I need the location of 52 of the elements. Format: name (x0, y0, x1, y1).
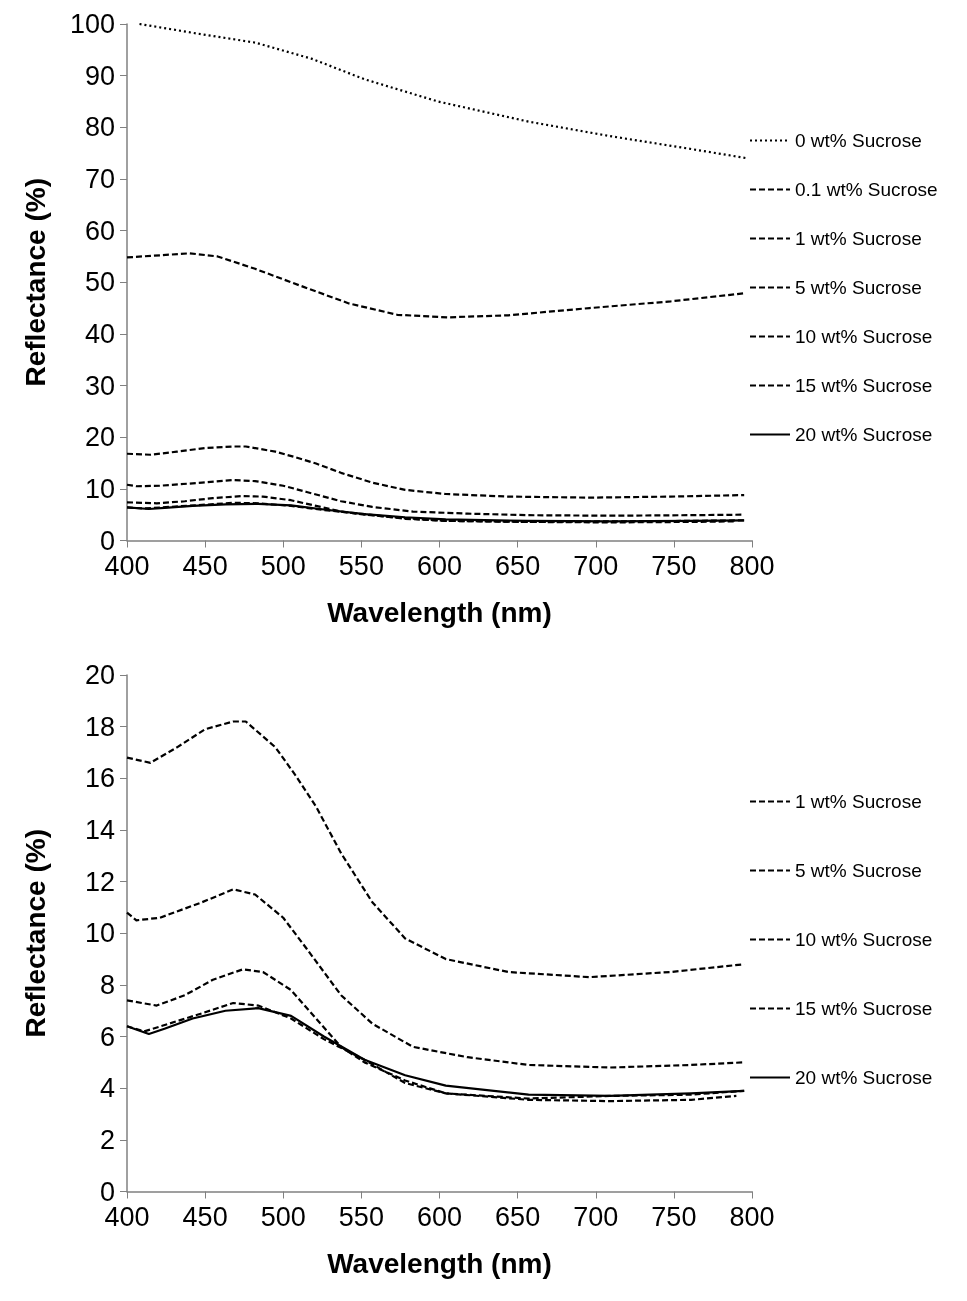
y-tick-label: 80 (84, 112, 115, 143)
legend-label: 10 wt% Sucrose (795, 326, 933, 347)
legend-label: 20 wt% Sucrose (795, 1066, 933, 1088)
y-tick-label: 20 (84, 422, 115, 453)
y-tick-label: 18 (84, 711, 115, 742)
x-tick-label: 450 (182, 1201, 228, 1232)
y-tick-label: 10 (84, 917, 115, 948)
x-tick-label: 500 (260, 1201, 306, 1232)
y-tick-label: 8 (99, 969, 115, 1000)
legend-label: 10 wt% Sucrose (795, 928, 933, 950)
legend-label: 5 wt% Sucrose (795, 859, 922, 881)
x-tick-label: 750 (651, 551, 697, 581)
y-tick-label: 50 (84, 267, 115, 298)
legend-label: 15 wt% Sucrose (795, 997, 933, 1019)
legend-label: 0.1 wt% Sucrose (795, 179, 938, 200)
x-axis-title: Wavelength (nm) (327, 1247, 552, 1279)
y-tick-label: 90 (84, 60, 115, 91)
x-tick-label: 550 (338, 1201, 384, 1232)
y-tick-label: 60 (84, 215, 115, 246)
y-tick-label: 40 (84, 318, 115, 349)
x-tick-label: 450 (182, 551, 228, 581)
y-tick-label: 6 (99, 1021, 115, 1052)
legend-label: 1 wt% Sucrose (795, 790, 922, 812)
y-tick-label: 10 (84, 473, 115, 504)
legend-label: 5 wt% Sucrose (795, 277, 922, 298)
x-tick-label: 650 (495, 1201, 541, 1232)
x-axis-title: Wavelength (nm) (327, 597, 552, 628)
y-tick-label: 16 (84, 762, 115, 793)
legend-label: 20 wt% Sucrose (795, 424, 933, 445)
legend-label: 1 wt% Sucrose (795, 228, 922, 249)
y-axis-title: Reflectance (%) (19, 828, 51, 1038)
legend-label: 15 wt% Sucrose (795, 375, 933, 396)
x-tick-label: 700 (573, 551, 619, 581)
x-tick-label: 700 (573, 1201, 619, 1232)
legend-label: 0 wt% Sucrose (795, 130, 922, 151)
y-tick-label: 100 (69, 9, 115, 39)
y-axis-title: Reflectance (%) (19, 177, 51, 387)
y-tick-label: 12 (84, 866, 115, 897)
x-tick-label: 800 (729, 1201, 775, 1232)
y-tick-label: 14 (84, 814, 115, 845)
x-tick-label: 800 (729, 551, 775, 581)
x-tick-label: 650 (495, 551, 541, 581)
x-tick-label: 550 (338, 551, 384, 581)
y-tick-label: 4 (99, 1072, 115, 1103)
y-tick-label: 70 (84, 163, 115, 194)
y-tick-label: 20 (84, 659, 115, 690)
y-tick-label: 30 (84, 370, 115, 401)
y-tick-label: 2 (99, 1124, 115, 1155)
x-tick-label: 500 (260, 551, 306, 581)
x-tick-label: 600 (416, 1201, 463, 1232)
x-tick-label: 750 (651, 1201, 697, 1232)
x-tick-label: 600 (416, 551, 463, 581)
